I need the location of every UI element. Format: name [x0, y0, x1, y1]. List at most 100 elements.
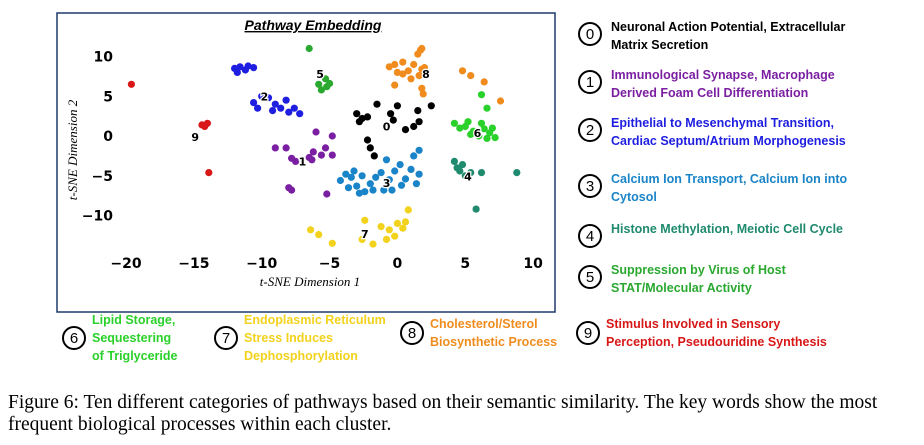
x-tick-label: −10 [246, 256, 277, 272]
cluster-1-point [309, 148, 317, 156]
cluster-6-point [450, 119, 458, 127]
cluster-0-label: 0 [383, 120, 391, 133]
cluster-2-point [285, 108, 293, 116]
legend-item-8: 8 Cholesterol/Sterol Biosynthetic Process [400, 315, 557, 351]
cluster-3-point [391, 167, 399, 175]
cluster-8-point [496, 97, 505, 105]
cluster-3-point [366, 180, 374, 188]
legend-number-badge: 7 [214, 326, 238, 350]
cluster-7-point [315, 231, 323, 239]
cluster-5-point [321, 75, 330, 83]
legend-description: Immunological Synapse, Macrophage Derived… [611, 68, 835, 100]
cluster-8-point [420, 64, 429, 72]
cluster-1-point [321, 144, 330, 152]
cluster-0-point [387, 110, 395, 118]
cluster-2-point [290, 104, 298, 112]
cluster-2-point [269, 107, 277, 115]
legend-number-badge: 1 [578, 70, 602, 94]
cluster-2-point [236, 63, 244, 71]
cluster-7-point [358, 235, 366, 243]
plot-area: −20 −15 −10 −5 0 5 10 10 5 0 −5 −10 0 1 2 3 4 5 6 7 8 9 [82, 44, 543, 272]
cluster-3-point [372, 173, 380, 181]
cluster-6-point [475, 132, 483, 140]
cluster-4-point [458, 161, 467, 169]
cluster-1-point [271, 144, 279, 152]
cluster-3-point [344, 184, 353, 192]
cluster-8-point [399, 70, 407, 78]
cluster-3-point [347, 173, 355, 181]
x-tick-label: −5 [319, 256, 340, 272]
legend-item-9: 9 Stimulus Involved in Sensory Perception,… [576, 315, 827, 351]
cluster-3-label: 3 [383, 177, 391, 190]
cluster-3-point [415, 146, 423, 154]
cluster-1-point [317, 151, 325, 159]
cluster-6-point [488, 124, 496, 132]
legend-item-1: 1 Immunological Synapse, Macrophage Derive… [578, 66, 835, 102]
cluster-8-label: 8 [422, 68, 430, 81]
cluster-9-label: 9 [191, 131, 199, 144]
cluster-8-point [391, 81, 399, 89]
cluster-3-point [396, 161, 404, 169]
cluster-1-point [308, 156, 316, 164]
cluster-8-point [404, 67, 412, 75]
cluster-7-point [393, 219, 401, 227]
cluster-8-point [418, 84, 426, 92]
cluster-3-point [336, 176, 344, 185]
cluster-4-point [461, 172, 469, 180]
cluster-0-point [414, 107, 422, 115]
cluster-5-point [317, 86, 325, 94]
cluster-3-point [412, 180, 420, 188]
legend-description: Endoplasmic Reticulum Stress Induces Depho… [244, 313, 386, 363]
x-tick-label: 0 [393, 256, 403, 272]
y-tick-label: 0 [103, 129, 113, 145]
cluster-3-point [369, 186, 377, 194]
cluster-6-label: 6 [474, 127, 482, 140]
cluster-5-point [326, 79, 334, 88]
cluster-4-point [477, 169, 486, 177]
cluster-5-point [305, 44, 313, 53]
cluster-7-point [391, 232, 399, 240]
legend-description: Epithelial to Mesenchymal Transition, Car… [611, 116, 846, 148]
cluster-2-point [254, 104, 262, 112]
legend-item-0: 0 Neuronal Action Potential, Extracellula… [578, 18, 845, 54]
cluster-7-point [404, 206, 412, 214]
cluster-0-point [355, 118, 363, 126]
cluster-0-point [366, 144, 374, 152]
cluster-1-point [292, 157, 300, 165]
cluster-3-point [358, 172, 366, 180]
cluster-2-point [233, 68, 241, 76]
cluster-8-point [419, 90, 427, 98]
cluster-4-point [513, 169, 521, 177]
y-tick-label: 10 [94, 50, 114, 66]
cluster-4-label: 4 [464, 171, 472, 184]
cluster-2-point [282, 96, 290, 104]
cluster-6-point [477, 119, 486, 127]
cluster-3-point [388, 186, 396, 194]
cluster-9-point [127, 80, 135, 88]
x-tick-label: 5 [460, 256, 470, 272]
legend-item-2: 2 Epithelial to Mesenchymal Transition, Ca… [578, 114, 846, 150]
cluster-5-point [315, 80, 323, 88]
cluster-7-point [382, 235, 391, 243]
cluster-6-point [456, 124, 464, 132]
cluster-0-point [353, 110, 361, 118]
legend-description: Suppression by Virus of Host STAT/Molecul… [611, 263, 786, 295]
cluster-2-point [271, 100, 279, 108]
legend-number-badge: 4 [578, 224, 602, 248]
cluster-1-point [288, 186, 296, 194]
legend-item-6: 6 Lipid Storage, Sequestering of Triglyceri… [62, 311, 177, 365]
cluster-3-point [415, 170, 423, 178]
cluster-8-point [458, 67, 467, 75]
cluster-7-label: 7 [361, 228, 369, 241]
legend-item-5: 5 Suppression by Virus of Host STAT/Molecu… [578, 261, 786, 297]
cluster-3-point [361, 188, 369, 196]
legend-number-badge: 3 [578, 174, 602, 198]
x-tick-label: −20 [110, 256, 141, 272]
cluster-3-point [397, 181, 406, 189]
cluster-6-point [491, 134, 499, 142]
cluster-3-point [380, 186, 388, 194]
cluster-6-point [464, 118, 472, 126]
cluster-7-point [328, 239, 336, 247]
cluster-2-point [264, 94, 273, 102]
cluster-2-label: 2 [261, 90, 269, 103]
